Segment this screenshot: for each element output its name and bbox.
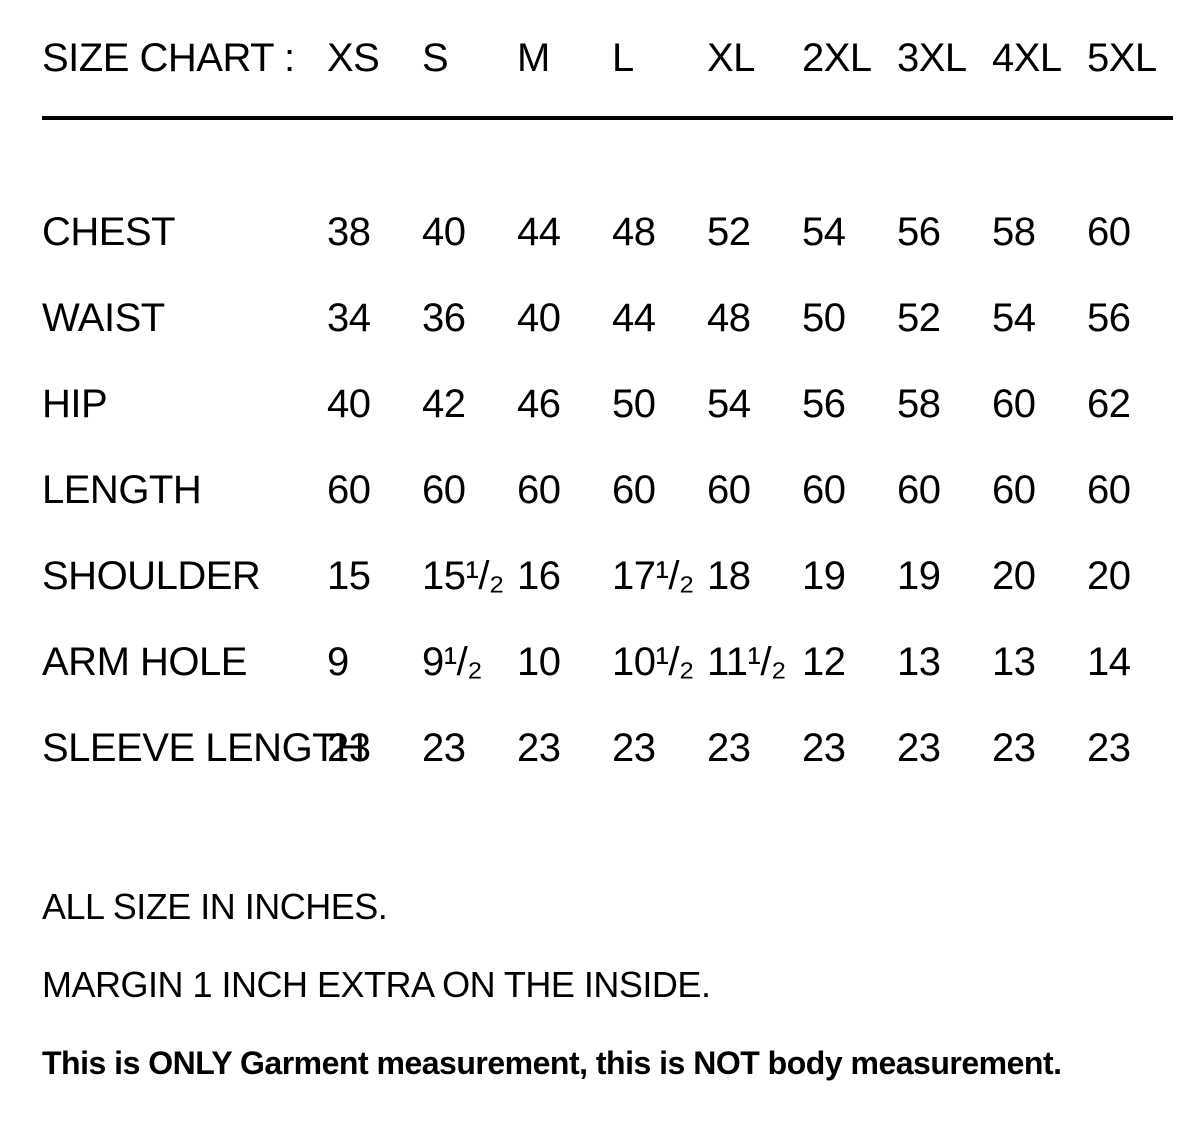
cell-shoulder-xl: 18 xyxy=(707,554,751,598)
cell-chest-4xl: 58 xyxy=(992,210,1036,254)
cell-length-s: 60 xyxy=(422,468,466,512)
size-header-l: L xyxy=(612,36,634,80)
cell-shoulder-xs: 15 xyxy=(327,554,371,598)
cell-waist-5xl: 56 xyxy=(1087,296,1131,340)
size-header-s: S xyxy=(422,36,449,80)
cell-shoulder-m: 16 xyxy=(517,554,561,598)
cell-waist-m: 40 xyxy=(517,296,561,340)
cell-sleeve-5xl: 23 xyxy=(1087,726,1131,770)
cell-waist-l: 44 xyxy=(612,296,656,340)
cell-length-xl: 60 xyxy=(707,468,751,512)
cell-armhole-3xl: 13 xyxy=(897,640,941,684)
cell-shoulder-5xl: 20 xyxy=(1087,554,1131,598)
header-divider xyxy=(42,116,1173,120)
size-chart: SIZE CHART : XS S M L XL 2XL 3XL 4XL 5XL… xyxy=(42,28,1200,1083)
cell-waist-4xl: 54 xyxy=(992,296,1036,340)
cell-sleeve-l: 23 xyxy=(612,726,656,770)
table-row-length: LENGTH 60 60 60 60 60 60 60 60 60 xyxy=(42,447,1200,533)
cell-shoulder-3xl: 19 xyxy=(897,554,941,598)
cell-waist-3xl: 52 xyxy=(897,296,941,340)
cell-shoulder-l: 17¹/₂ xyxy=(612,554,694,598)
cell-armhole-s: 9¹/₂ xyxy=(422,640,483,684)
cell-waist-s: 36 xyxy=(422,296,466,340)
row-label: CHEST xyxy=(42,210,176,254)
cell-hip-5xl: 62 xyxy=(1087,382,1131,426)
note-margin: MARGIN 1 INCH EXTRA ON THE INSIDE. xyxy=(42,964,711,1005)
cell-armhole-4xl: 13 xyxy=(992,640,1036,684)
cell-length-5xl: 60 xyxy=(1087,468,1131,512)
size-header-2xl: 2XL xyxy=(802,36,872,80)
cell-length-l: 60 xyxy=(612,468,656,512)
size-header-3xl: 3XL xyxy=(897,36,967,80)
table-row-shoulder: SHOULDER 15 15¹/₂ 16 17¹/₂ 18 19 19 20 2… xyxy=(42,533,1200,619)
cell-chest-xl: 52 xyxy=(707,210,751,254)
cell-hip-3xl: 58 xyxy=(897,382,941,426)
row-label: WAIST xyxy=(42,296,165,340)
table-row-hip: HIP 40 42 46 50 54 56 58 60 62 xyxy=(42,361,1200,447)
cell-hip-4xl: 60 xyxy=(992,382,1036,426)
cell-chest-xs: 38 xyxy=(327,210,371,254)
row-label: SHOULDER xyxy=(42,554,261,598)
cell-armhole-5xl: 14 xyxy=(1087,640,1131,684)
cell-length-xs: 60 xyxy=(327,468,371,512)
cell-length-m: 60 xyxy=(517,468,561,512)
note-disclaimer: This is ONLY Garment measurement, this i… xyxy=(42,1045,1062,1081)
size-chart-header-row: SIZE CHART : XS S M L XL 2XL 3XL 4XL 5XL xyxy=(42,28,1200,88)
cell-shoulder-2xl: 19 xyxy=(802,554,846,598)
cell-armhole-xs: 9 xyxy=(327,640,349,684)
size-chart-body: CHEST 38 40 44 48 52 54 56 58 60 WAIST 3… xyxy=(42,189,1200,791)
cell-sleeve-s: 23 xyxy=(422,726,466,770)
cell-armhole-l: 10¹/₂ xyxy=(612,640,694,684)
table-row-arm-hole: ARM HOLE 9 9¹/₂ 10 10¹/₂ 11¹/₂ 12 13 13 … xyxy=(42,619,1200,705)
cell-hip-2xl: 56 xyxy=(802,382,846,426)
cell-chest-2xl: 54 xyxy=(802,210,846,254)
cell-waist-xs: 34 xyxy=(327,296,371,340)
cell-chest-3xl: 56 xyxy=(897,210,941,254)
cell-chest-5xl: 60 xyxy=(1087,210,1131,254)
row-label: HIP xyxy=(42,382,108,426)
cell-waist-2xl: 50 xyxy=(802,296,846,340)
cell-chest-s: 40 xyxy=(422,210,466,254)
table-row-chest: CHEST 38 40 44 48 52 54 56 58 60 xyxy=(42,189,1200,275)
note-units: ALL SIZE IN INCHES. xyxy=(42,886,388,927)
cell-sleeve-xl: 23 xyxy=(707,726,751,770)
cell-chest-l: 48 xyxy=(612,210,656,254)
cell-armhole-xl: 11¹/₂ xyxy=(707,640,786,684)
cell-armhole-m: 10 xyxy=(517,640,561,684)
size-header-xs: XS xyxy=(327,36,380,80)
footnotes: ALL SIZE IN INCHES. MARGIN 1 INCH EXTRA … xyxy=(42,887,1200,1083)
table-row-sleeve-length: SLEEVE LENGTH 23 23 23 23 23 23 23 23 23 xyxy=(42,705,1200,791)
cell-sleeve-m: 23 xyxy=(517,726,561,770)
cell-length-3xl: 60 xyxy=(897,468,941,512)
cell-hip-s: 42 xyxy=(422,382,466,426)
cell-sleeve-4xl: 23 xyxy=(992,726,1036,770)
cell-hip-xs: 40 xyxy=(327,382,371,426)
cell-armhole-2xl: 12 xyxy=(802,640,846,684)
cell-hip-l: 50 xyxy=(612,382,656,426)
size-header-xl: XL xyxy=(707,36,755,80)
cell-sleeve-xs: 23 xyxy=(327,726,371,770)
row-label: LENGTH xyxy=(42,468,202,512)
cell-sleeve-2xl: 23 xyxy=(802,726,846,770)
row-label: SLEEVE LENGTH xyxy=(42,726,365,770)
cell-chest-m: 44 xyxy=(517,210,561,254)
size-header-4xl: 4XL xyxy=(992,36,1062,80)
cell-length-4xl: 60 xyxy=(992,468,1036,512)
table-row-waist: WAIST 34 36 40 44 48 50 52 54 56 xyxy=(42,275,1200,361)
cell-hip-xl: 54 xyxy=(707,382,751,426)
cell-shoulder-4xl: 20 xyxy=(992,554,1036,598)
cell-shoulder-s: 15¹/₂ xyxy=(422,554,504,598)
cell-hip-m: 46 xyxy=(517,382,561,426)
cell-length-2xl: 60 xyxy=(802,468,846,512)
size-header-5xl: 5XL xyxy=(1087,36,1157,80)
size-header-m: M xyxy=(517,36,550,80)
size-chart-title: SIZE CHART : xyxy=(42,36,295,80)
cell-sleeve-3xl: 23 xyxy=(897,726,941,770)
cell-waist-xl: 48 xyxy=(707,296,751,340)
row-label: ARM HOLE xyxy=(42,640,247,684)
